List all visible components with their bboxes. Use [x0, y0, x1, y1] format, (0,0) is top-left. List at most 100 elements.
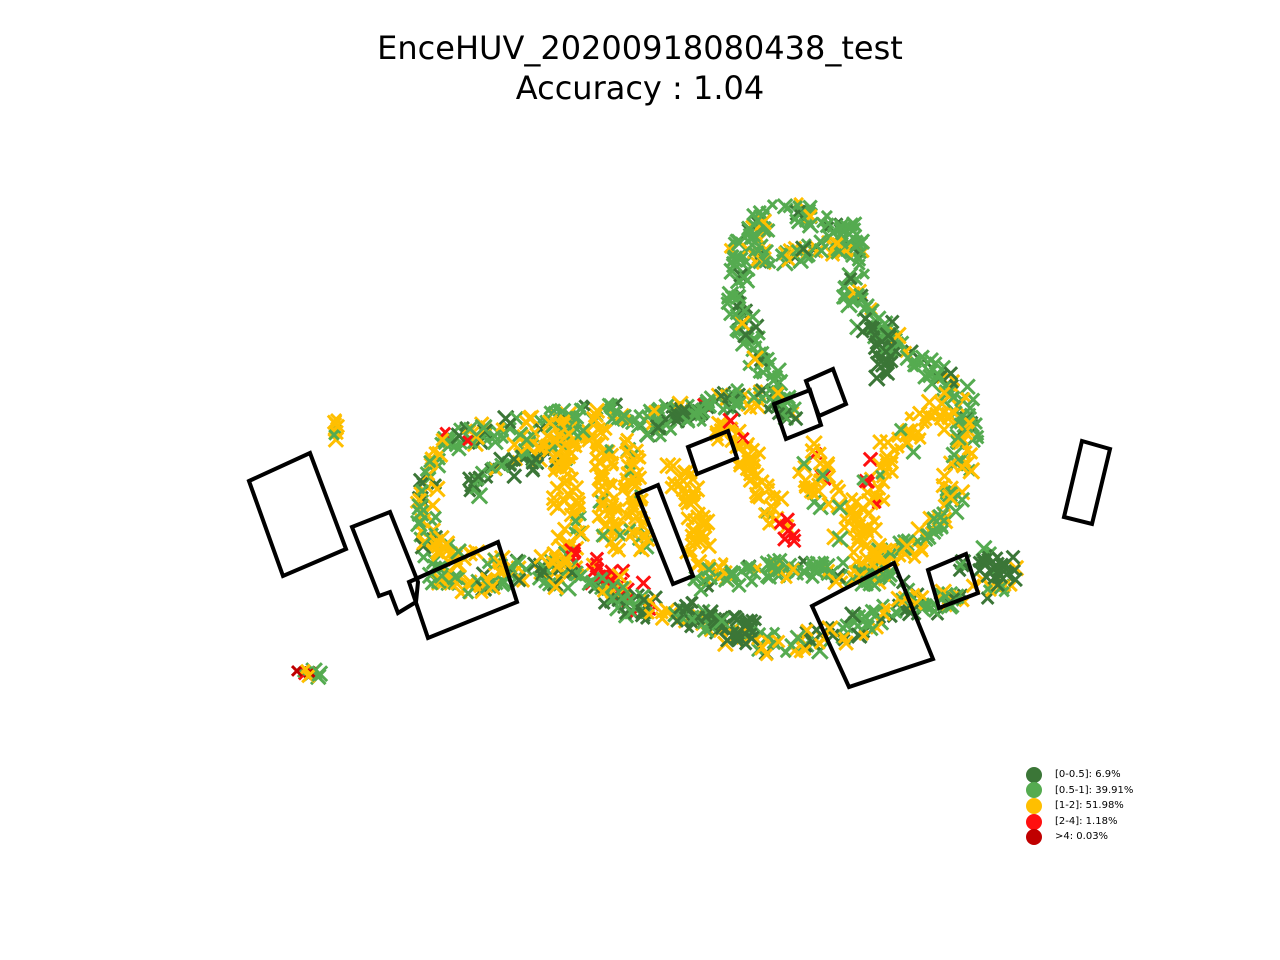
scatter-point — [597, 497, 608, 508]
scatter-point — [796, 455, 813, 472]
legend: [0-0.5]: 6.9% [0.5-1]: 39.91% [1-2]: 51.98… — [1026, 766, 1134, 846]
scatter-point — [794, 240, 812, 258]
scatter-point — [495, 422, 506, 433]
legend-marker — [1026, 766, 1042, 783]
scatter-point — [635, 575, 652, 591]
scatter-point — [750, 213, 765, 228]
scatter-point — [630, 449, 645, 464]
scatter-point — [739, 560, 754, 575]
scatter-point — [824, 620, 836, 632]
scatter-point — [858, 629, 870, 642]
scatter-point — [462, 421, 478, 437]
scatter-point — [872, 434, 889, 451]
scatter-point — [472, 473, 485, 487]
scatter-point — [575, 422, 591, 439]
scatter-point — [981, 552, 993, 565]
scatter-point — [815, 468, 830, 483]
scatter-point — [831, 483, 847, 499]
scatter-point — [506, 468, 523, 485]
scatter-point — [772, 490, 790, 508]
scatter-point — [459, 420, 470, 432]
scatter-point — [609, 516, 621, 528]
scatter-point — [752, 446, 767, 460]
scatter-point — [487, 429, 502, 443]
scatter-point — [638, 426, 656, 443]
scatter-point — [730, 382, 745, 398]
scatter-point — [744, 237, 760, 253]
scatter-point — [754, 220, 772, 238]
scatter-point — [744, 308, 761, 325]
scatter-point — [713, 612, 731, 630]
scatter-point — [929, 406, 941, 419]
scatter-point — [572, 524, 591, 543]
scatter-point — [604, 564, 619, 579]
legend-marker — [1026, 813, 1042, 830]
legend-entry: [1-2]: 51.98% — [1026, 797, 1133, 814]
scatter-point — [290, 664, 303, 677]
scatter-point — [327, 431, 345, 448]
legend-label: [0-0.5]: 6.9% — [1055, 769, 1121, 780]
scatter-point — [593, 455, 608, 470]
scatter-point — [894, 538, 913, 557]
scatter-point — [771, 386, 785, 400]
scatter-point — [685, 595, 698, 609]
scatter-point — [875, 469, 886, 480]
scatter-point — [411, 497, 430, 516]
scatter-point — [801, 216, 820, 234]
scatter-point — [685, 522, 701, 538]
scatter-point — [851, 627, 868, 645]
legend-label: [0.5-1]: 39.91% — [1055, 784, 1134, 796]
scatter-point — [510, 554, 527, 571]
scatter-point — [856, 474, 869, 487]
scatter-point — [428, 480, 446, 498]
scatter-point — [734, 276, 746, 287]
scatter-point — [844, 252, 856, 264]
legend-label: >4: 0.03% — [1055, 831, 1109, 843]
scatter-point — [960, 391, 971, 403]
scatter-point — [813, 637, 826, 650]
scatter-point — [947, 373, 961, 387]
scatter-point — [573, 500, 587, 514]
scatter-point — [771, 552, 788, 569]
scatter-point — [862, 451, 879, 468]
scatter-point — [533, 548, 550, 565]
scatter-point — [731, 396, 747, 411]
scatter-point — [874, 349, 889, 364]
scatter-point — [597, 597, 611, 610]
obstacle-outline — [803, 366, 849, 419]
scatter-point — [831, 499, 849, 516]
scatter-point — [786, 533, 802, 549]
scatter-point — [991, 565, 1005, 579]
scatter-point — [836, 555, 851, 570]
scatter-point — [831, 236, 844, 250]
scatter-point — [849, 555, 864, 569]
scatter-point — [479, 576, 498, 595]
scatter-point — [858, 615, 876, 633]
scatter-point — [747, 627, 758, 638]
scatter-point — [725, 257, 736, 268]
scatter-point — [793, 647, 804, 659]
scatter-point — [595, 528, 611, 544]
scatter-point — [945, 446, 963, 464]
legend-entry: [0-0.5]: 6.9% — [1026, 766, 1133, 783]
scatter-point — [568, 546, 582, 559]
obstacle-outline — [685, 428, 740, 477]
scatter-point — [596, 571, 609, 585]
scatter-point — [774, 247, 789, 263]
scatter-point — [976, 552, 991, 567]
scatter-point — [879, 326, 898, 345]
scatter-point — [546, 575, 564, 593]
obstacle-outline — [771, 387, 824, 442]
scatter-point — [584, 574, 600, 589]
scatter-point — [437, 535, 456, 554]
scatter-point — [885, 547, 897, 560]
scatter-point — [525, 456, 540, 471]
scatter-point — [592, 423, 610, 442]
scatter-point — [604, 443, 615, 455]
scatter-point — [689, 408, 701, 420]
scatter-point — [518, 431, 535, 449]
scatter-point — [701, 561, 717, 578]
legend-entry: >4: 0.03% — [1026, 829, 1133, 846]
scatter-point — [547, 466, 559, 478]
scatter-point — [565, 566, 579, 580]
